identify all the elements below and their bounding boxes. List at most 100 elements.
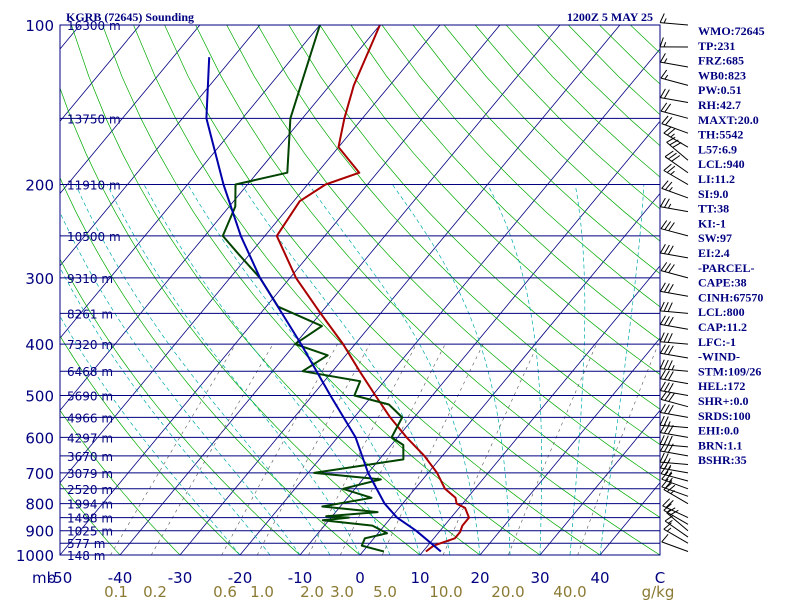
wind-barb-flag [663,198,670,208]
wind-barb-staff [661,478,689,490]
wind-barbs [659,13,689,552]
mixing-ratio-label: 2.0 [300,583,324,600]
wind-barb-flag [659,359,665,370]
isotherm-line [60,25,201,195]
wind-barb-flag [663,332,669,343]
wind-barb-staff [660,352,689,359]
temperature-tick-label: -10 [288,569,313,587]
wind-barb-flag [664,392,672,401]
moist-adiabat [487,184,542,555]
wind-barb-flag [668,152,677,160]
isotherm-line [119,25,561,555]
wind-barb-staff [663,170,689,185]
mixing-ratio-label: 40.0 [553,583,586,600]
mixing-ratio-label: 3.0 [330,583,354,600]
wind-barb-flag [659,13,665,23]
wind-barb-flag [663,344,670,355]
wind-barb [660,262,689,279]
wind-barb-flag [667,245,674,255]
moist-adiabat [60,315,241,555]
mixing-ratio-label: 0.2 [143,583,167,600]
temperature-tick-label: 40 [590,569,609,587]
wind-barb [662,498,689,519]
dry-adiabat [195,25,660,518]
isotherm-line [419,265,660,555]
wind-barb-half [671,365,675,371]
wind-barb [666,507,689,532]
wind-barb-staff [660,390,689,396]
height-label: 577 m [67,537,105,551]
wind-barb [659,282,689,297]
isobar-grid [60,24,660,556]
wind-barb [660,220,689,237]
wind-barb-flag [659,369,666,380]
wind-barb-flag [659,88,666,98]
wind-barb [659,403,689,418]
dry-adiabat [164,25,660,555]
wind-barb [661,478,689,497]
wind-barb-staff [666,141,689,161]
wind-barb [659,359,689,372]
wind-barb [659,197,689,213]
wind-barb-flag [664,150,674,158]
pressure-unit-label: mb [32,569,56,587]
temperature-tick-label: -40 [108,569,133,587]
index-label: EHI:0.0 [698,424,739,438]
index-label: LCL:800 [698,305,745,319]
mixing-ratio-label: 20.0 [491,583,524,600]
height-label: 3079 m [67,467,113,481]
wind-barb-flag [668,264,675,273]
wind-barb-flag [659,332,665,342]
wind-barb-flag [659,301,665,312]
wind-barb-staff [661,541,689,552]
wind-barb-staff [662,505,689,519]
wind-barb-staff [660,110,689,119]
wind-barb-staff [660,270,689,279]
wind-barb-staff [660,368,689,372]
wind-barb-staff [663,528,689,544]
index-label: CINH:67570 [698,290,763,304]
wind-barb [659,415,689,429]
height-label: 1025 m [67,525,113,539]
wind-barb-half [670,170,675,175]
wind-barb-flag [667,405,674,415]
index-label: PW:0.51 [698,83,742,97]
axis-labels: 16300 m 13750 m 11910 m 10500 m 9310 m 8261 m… [16,17,675,600]
index-label: TT:38 [698,202,729,216]
isotherm-line [60,25,441,484]
dry-adiabat [102,25,541,555]
temperature-tick-label: C [655,569,665,587]
wind-barb-staff [660,424,689,429]
wind-barb-staff [660,378,689,385]
wind-barb-flag [661,471,669,480]
wind-barb [663,163,689,185]
wind-barb-flag [664,221,672,230]
wind-barb-staff [661,123,689,134]
wind-barb-flag [665,480,673,489]
wind-barb-flag [659,344,666,354]
height-label: 1498 m [67,512,113,526]
index-label: CAPE:38 [698,276,747,290]
wind-barb [659,369,689,385]
wind-barb [659,452,689,466]
moist-adiabat [60,266,271,555]
wind-barb-half [667,421,671,427]
temperature-tick-label: -50 [48,569,73,587]
wind-barb-flag [666,128,676,136]
wind-barb [659,332,689,345]
height-label: 1994 m [67,498,113,512]
wind-barb-staff [661,486,689,497]
wind-barb-flag [663,244,670,254]
wind-barb-flag [667,383,674,393]
chart-datetime: 1200Z 5 MAY 25 [567,10,653,24]
wind-barb [659,315,689,330]
pressure-tick-label: 800 [25,496,54,514]
wind-barb-flag [659,403,666,413]
index-label: MAXT:20.0 [698,113,759,127]
index-label: LCL:940 [698,157,745,171]
wind-barb-staff [660,412,689,418]
mixing-ratio-label: 10.0 [429,583,462,600]
wind-barb-flag [663,382,670,392]
index-label: SHR+:0.0 [698,394,749,408]
isotherm-line [179,25,621,555]
